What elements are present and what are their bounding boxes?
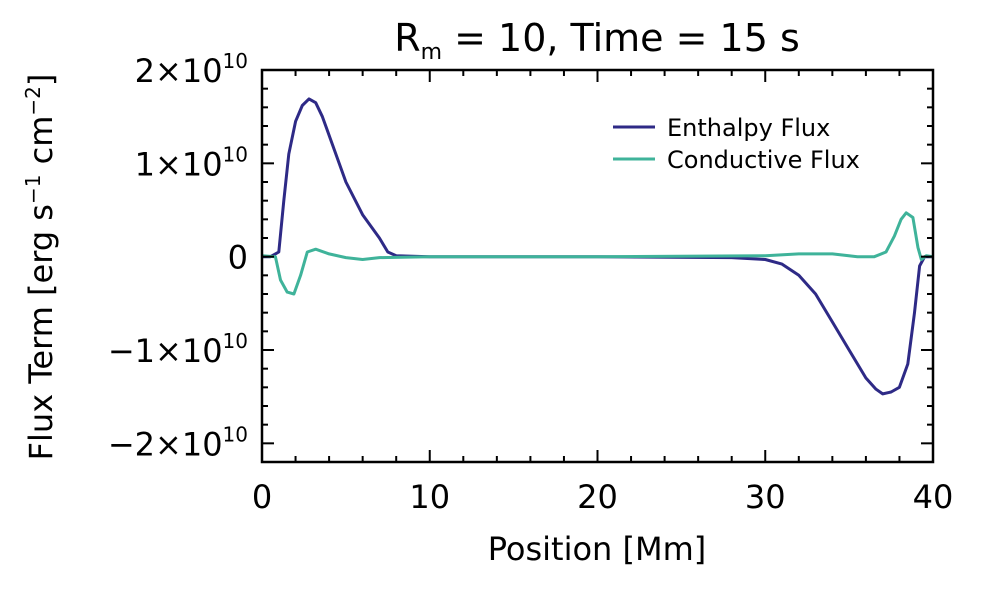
y-tick-label: 1×1010 bbox=[135, 142, 248, 183]
title-rest: = 10, Time = 15 s bbox=[442, 16, 800, 60]
x-tick-label: 30 bbox=[745, 478, 786, 516]
y-tick-label: 0 bbox=[228, 239, 248, 277]
svg-text:Rm = 10, Time = 15 s: Rm = 10, Time = 15 s bbox=[394, 16, 800, 65]
title-base: R bbox=[394, 16, 420, 60]
chart-title: Rm = 10, Time = 15 s bbox=[394, 16, 800, 65]
x-tick-label: 40 bbox=[913, 478, 954, 516]
plot-frame bbox=[260, 68, 935, 464]
y-tick-mantissa: 2×10 bbox=[135, 52, 223, 90]
x-tick-label: 20 bbox=[577, 478, 618, 516]
ylabel-tail: ] bbox=[22, 74, 60, 86]
legend-label-0: Enthalpy Flux bbox=[667, 114, 830, 142]
y-tick-exponent: 10 bbox=[223, 142, 248, 166]
x-tick-label: 0 bbox=[252, 478, 272, 516]
y-tick-exponent: 10 bbox=[223, 329, 248, 353]
y-tick-label: 2×1010 bbox=[135, 49, 248, 90]
y-axis-label: Flux Term [erg s−1 cm−2] bbox=[21, 74, 60, 461]
ylabel-exp2: −2 bbox=[21, 86, 45, 115]
title-sub: m bbox=[421, 40, 442, 65]
x-tick-label: 10 bbox=[409, 478, 450, 516]
y-tick-exponent: 10 bbox=[223, 49, 248, 73]
svg-text:Flux Term [erg s−1 cm−2]: Flux Term [erg s−1 cm−2] bbox=[21, 74, 60, 461]
y-tick-mantissa: −1×10 bbox=[108, 332, 223, 370]
ylabel-exp1: −1 bbox=[21, 175, 45, 204]
y-tick-mantissa: 1×10 bbox=[135, 145, 223, 183]
ylabel-mid: cm bbox=[22, 116, 60, 175]
legend: Enthalpy Flux Conductive Flux bbox=[613, 114, 860, 174]
legend-label-1: Conductive Flux bbox=[667, 146, 860, 174]
y-tick-exponent: 10 bbox=[223, 422, 248, 446]
ylabel-lead: Flux Term [erg s bbox=[22, 204, 60, 460]
y-tick-label: −1×1010 bbox=[108, 329, 248, 370]
y-tick-label: −2×1010 bbox=[108, 422, 248, 463]
y-tick-mantissa: 0 bbox=[228, 239, 248, 277]
series-line-0 bbox=[262, 97, 933, 396]
x-axis-label: Position [Mm] bbox=[488, 530, 707, 568]
y-tick-mantissa: −2×10 bbox=[108, 425, 223, 463]
series-line-1 bbox=[261, 211, 934, 296]
